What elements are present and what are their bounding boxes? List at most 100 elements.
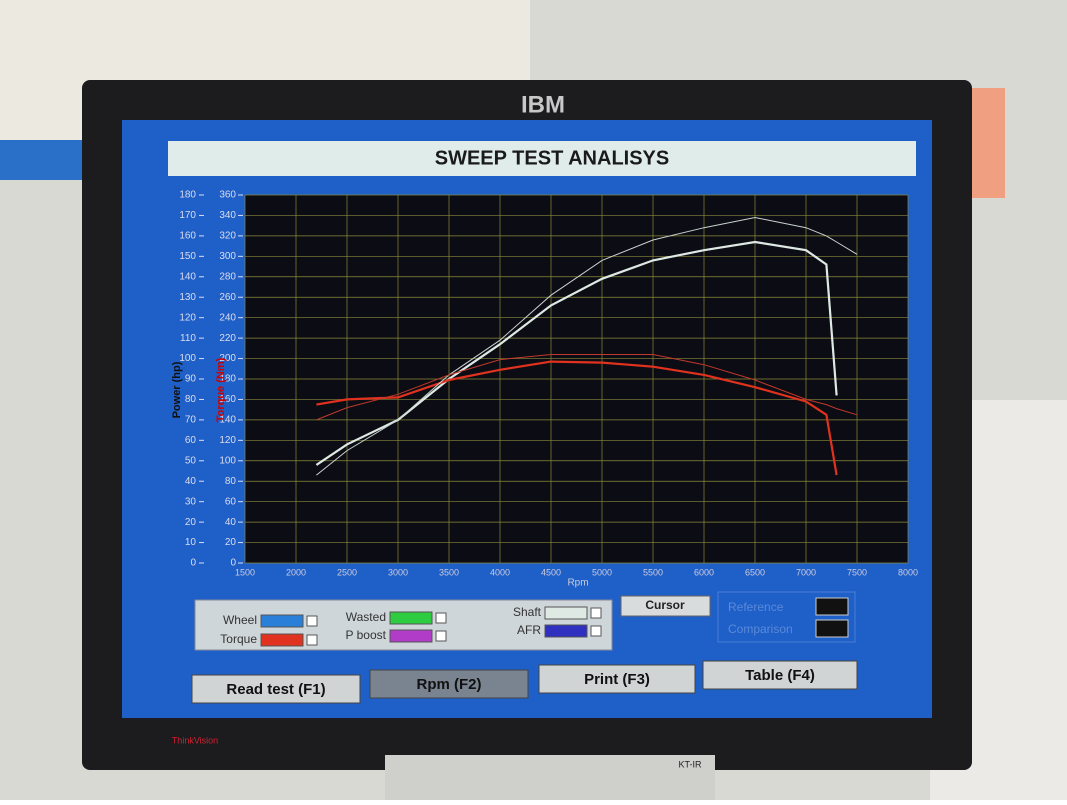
reference-label: Reference [728, 600, 784, 614]
y-tick-label: 0 [190, 558, 196, 569]
function-button[interactable] [538, 664, 696, 694]
channel-swatch [260, 633, 304, 647]
channel-swatch [544, 624, 588, 638]
button-label: Read test (F1) [226, 681, 325, 698]
series-line [316, 360, 838, 476]
brand: IBM [521, 91, 565, 118]
y2-tick-label: 180 [219, 374, 236, 385]
channel-label: AFR [517, 623, 541, 637]
title-bar [168, 141, 916, 176]
x-tick-label: 2000 [286, 567, 306, 577]
channel-label: Wasted [346, 610, 386, 624]
y2-tick-label: 280 [219, 271, 236, 282]
y-tick-label: 170 [179, 210, 196, 221]
x-tick-label: 3000 [388, 567, 408, 577]
x-tick-label: 1500 [235, 567, 255, 577]
y2-tick-label: 140 [219, 415, 236, 426]
function-button[interactable] [369, 669, 529, 699]
device [385, 755, 715, 800]
channel-checkbox[interactable] [306, 634, 318, 646]
y-tick-label: 50 [185, 455, 197, 466]
channel-label: P boost [346, 628, 387, 642]
y-tick-label: 140 [179, 271, 196, 282]
y2-tick-label: 0 [230, 558, 236, 569]
x-tick-label: 6000 [694, 567, 714, 577]
y-axis-label: Power (hp) [171, 361, 183, 418]
y-tick-label: 60 [185, 435, 197, 446]
reference-panel [717, 591, 856, 643]
blue-stripe [0, 140, 90, 180]
y-tick-label: 70 [185, 415, 197, 426]
channel-swatch [389, 629, 433, 643]
y-tick-label: 110 [180, 333, 196, 344]
y2-tick-label: 200 [219, 353, 236, 364]
channel-label: Torque [220, 632, 257, 646]
y-tick-label: 160 [179, 231, 196, 242]
channel-swatch [260, 614, 304, 628]
chart: 1500 2000 2500 3000 3500 4000 4500 5000 5500 6000… [179, 190, 918, 578]
y-tick-label: 150 [179, 251, 196, 262]
y-tick-label: 10 [185, 537, 197, 548]
channel-checkbox[interactable] [590, 625, 602, 637]
button-label: Rpm (F2) [417, 676, 482, 693]
comparison-label: Comparison [728, 622, 793, 636]
channel-label: Shaft [513, 605, 542, 619]
y-tick-label: 20 [185, 517, 197, 528]
y2-tick-label: 20 [225, 537, 237, 548]
x-tick-label: 6500 [745, 567, 765, 577]
y-tick-label: 80 [185, 394, 197, 405]
y-tick-label: 40 [185, 476, 197, 487]
button-label: Print (F3) [584, 671, 650, 688]
y2-tick-label: 300 [219, 251, 236, 262]
y2-tick-label: 40 [225, 517, 237, 528]
y2-tick-label: 340 [219, 210, 236, 221]
y-tick-label: 180 [179, 190, 196, 201]
x-tick-label: 4500 [541, 567, 561, 577]
y-tick-label: 100 [179, 353, 196, 364]
model: ThinkVision [172, 735, 218, 745]
x-tick-label: 5500 [643, 567, 663, 577]
button-label: Table (F4) [745, 667, 815, 684]
x-tick-label: 2500 [337, 567, 357, 577]
function-button[interactable] [702, 660, 858, 690]
channel-checkbox[interactable] [435, 612, 447, 624]
x-tick-label: 4000 [490, 567, 510, 577]
y-tick-label: 30 [185, 496, 197, 507]
y2-tick-label: 60 [225, 496, 237, 507]
cursor-label: Cursor [645, 598, 685, 612]
series-line [316, 216, 858, 476]
x-tick-label: 7000 [796, 567, 816, 577]
y2-tick-label: 240 [219, 312, 236, 323]
x-axis-label: Rpm [567, 578, 588, 589]
y2-tick-label: 220 [219, 333, 236, 344]
channel-swatch [544, 606, 588, 620]
x-tick-label: 3500 [439, 567, 459, 577]
channel-checkbox[interactable] [306, 615, 318, 627]
channel-swatch [389, 611, 433, 625]
y2-tick-label: 100 [219, 455, 236, 466]
comparison-icon [815, 619, 849, 638]
device-label: KT-IR [678, 759, 702, 769]
y2-tick-label: 80 [225, 476, 237, 487]
channel-list: Wheel Wasted P boost AFR Torque Shaft [220, 605, 602, 647]
channel-checkbox[interactable] [435, 630, 447, 642]
cursor-button[interactable] [620, 595, 711, 617]
x-tick-label: 8000 [898, 567, 918, 577]
function-button[interactable] [191, 674, 361, 704]
y2-tick-label: 320 [219, 231, 236, 242]
y-tick-label: 120 [179, 312, 196, 323]
x-tick-label: 5000 [592, 567, 612, 577]
y-tick-label: 130 [179, 292, 196, 303]
reference-icon [815, 597, 849, 616]
y2-tick-label: 260 [219, 292, 236, 303]
x-tick-label: 7500 [847, 567, 867, 577]
channel-label: Wheel [223, 613, 257, 627]
y2-tick-label: 120 [219, 435, 236, 446]
y2-axis-label: Torque (Nm) [215, 357, 227, 422]
y2-tick-label: 360 [219, 190, 236, 201]
button-row: Read test (F1) Rpm (F2) Print (F3) Table (F… [191, 660, 858, 704]
series-line [316, 354, 858, 421]
chart-title: SWEEP TEST ANALISYS [435, 147, 669, 169]
channel-checkbox[interactable] [590, 607, 602, 619]
